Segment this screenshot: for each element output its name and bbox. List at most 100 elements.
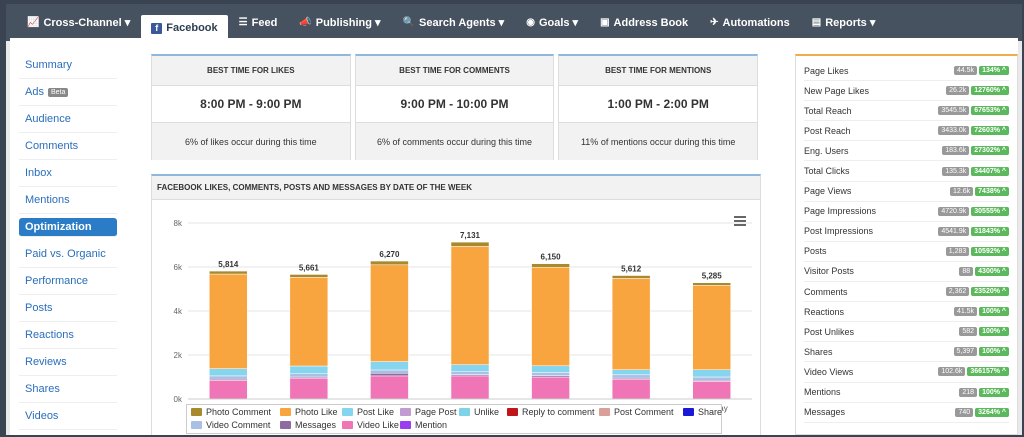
legend-item[interactable]: Photo Like xyxy=(280,407,338,417)
sidebar-item-videos[interactable]: Videos xyxy=(19,403,117,430)
nav-item-6[interactable]: ▣ Address Book xyxy=(589,4,699,41)
sidebar-item-paid-vs-organic[interactable]: Paid vs. Organic xyxy=(19,241,117,268)
bar-segment-photo-comment xyxy=(611,275,651,279)
bar-segment-photo-like xyxy=(209,273,248,369)
sidebar-item-summary[interactable]: Summary xyxy=(19,52,117,79)
bar-segment-video-comment xyxy=(209,375,248,380)
y-tick-label: 6k xyxy=(174,263,183,272)
sidebar-item-optimization[interactable]: Optimization xyxy=(19,218,117,237)
nav-label: Automations xyxy=(722,16,790,29)
metric-label: Visitor Posts xyxy=(804,266,854,277)
metric-row: Post Impressions 4541.9k 31843% ^ xyxy=(804,222,1009,242)
metric-value: 3433.0k xyxy=(938,126,970,136)
legend-item[interactable]: Post Comment xyxy=(599,407,674,417)
nav-label: Address Book xyxy=(613,16,689,29)
sidebar-item-mentions[interactable]: Mentions xyxy=(19,187,117,214)
metric-values: 1,283 10592% ^ xyxy=(945,246,1009,256)
metric-value: 183.6k xyxy=(942,146,970,156)
bar-segment-video-comment xyxy=(611,374,651,379)
bar-segment-photo-like xyxy=(531,266,570,367)
metric-percent: 100% ^ xyxy=(979,327,1009,337)
card-title: BEST TIME FOR LIKES xyxy=(152,56,350,86)
legend-item[interactable]: Messages xyxy=(280,420,336,430)
metric-percent: 7438% ^ xyxy=(975,186,1009,196)
sidebar-item-ads[interactable]: Ads Beta xyxy=(19,79,117,106)
bar-segment-photo-comment xyxy=(531,263,570,268)
metric-label: Shares xyxy=(804,346,833,357)
metric-percent: 34407% ^ xyxy=(971,166,1009,176)
nav-label: Publishing ▾ xyxy=(315,17,381,29)
sidebar-item-shares[interactable]: Shares xyxy=(19,376,117,403)
metric-value: 4720.9k xyxy=(938,206,970,216)
metric-values: 135.3k 34407% ^ xyxy=(942,166,1009,176)
metric-value: 4541.9k xyxy=(938,226,970,236)
legend-item[interactable]: Photo Comment xyxy=(191,407,271,417)
legend-item[interactable]: Post Like xyxy=(342,407,394,417)
y-tick-label: 0k xyxy=(174,395,183,404)
metric-values: 5,397 100% ^ xyxy=(953,347,1009,357)
card-time: 1:00 PM - 2:00 PM xyxy=(559,86,758,123)
menu-icon xyxy=(734,224,746,226)
metric-values: 740 3264% ^ xyxy=(955,407,1009,417)
address-book-icon: ▣ xyxy=(600,17,610,28)
metric-row: Messages 740 3264% ^ xyxy=(804,403,1009,423)
legend-swatch xyxy=(342,421,353,429)
metric-label: New Page Likes xyxy=(804,85,870,96)
legend-swatch xyxy=(400,408,411,416)
metric-row: Reactions 41.5k 100% ^ xyxy=(804,302,1009,323)
legend-label: Share xyxy=(698,407,723,417)
metric-row: New Page Likes 26.2k 12760% ^ xyxy=(804,81,1009,102)
legend-item[interactable]: Share xyxy=(683,407,722,417)
nav-item-3[interactable]: 📣 Publishing ▾ xyxy=(288,4,391,41)
sidebar-item-performance[interactable]: Performance xyxy=(19,268,117,295)
sidebar-item-comments[interactable]: Comments xyxy=(19,133,117,160)
legend-item[interactable]: Video Like xyxy=(342,420,399,430)
bar-segment-photo-comment xyxy=(209,270,248,275)
bar-segment-post-like xyxy=(450,364,490,372)
data-label: 6,270 xyxy=(379,250,400,259)
sidebar-item-inbox[interactable]: Inbox xyxy=(19,160,117,187)
sidebar-item-reactions[interactable]: Reactions xyxy=(19,322,117,349)
legend-swatch xyxy=(342,408,353,416)
bar-segment-video-comment xyxy=(531,372,570,376)
bar-segment-post-like xyxy=(611,369,651,376)
legend-label: Photo Comment xyxy=(206,407,272,417)
bar-segment-photo-comment xyxy=(450,241,490,247)
metric-percent: 12760% ^ xyxy=(971,86,1009,96)
legend-item[interactable]: Reply to comment xyxy=(507,407,595,417)
card-footer: 11% of mentions occur during this time xyxy=(559,123,758,160)
sidebar-item-reviews[interactable]: Reviews xyxy=(19,349,117,376)
metric-values: 41.5k 100% ^ xyxy=(953,307,1009,317)
sidebar-item-posts[interactable]: Posts xyxy=(19,295,117,322)
nav-item-1[interactable]: f Facebook xyxy=(141,15,228,41)
metric-value: 135.3k xyxy=(942,166,970,176)
chart-title: FACEBOOK LIKES, COMMENTS, POSTS AND MESS… xyxy=(152,176,760,200)
nav-item-2[interactable]: ☰ Feed xyxy=(228,4,289,41)
main-content: Summary Ads Beta Audience Comments Inbox Menti… xyxy=(10,38,1018,435)
metric-values: 3433.0k 72603% ^ xyxy=(938,126,1009,136)
metric-label: Messages xyxy=(804,407,846,418)
nav-item-4[interactable]: 🔍 Search Agents ▾ xyxy=(392,4,516,41)
legend-label: Video Comment xyxy=(206,420,271,430)
bullhorn-icon: 📣 xyxy=(299,17,312,28)
nav-label: Goals ▾ xyxy=(538,17,579,29)
nav-label: Cross-Channel ▾ xyxy=(43,17,131,29)
nav-item-8[interactable]: ▤ Reports ▾ xyxy=(801,4,887,41)
metric-row: Visitor Posts 88 4300% ^ xyxy=(804,262,1009,283)
nav-item-7[interactable]: ✈ Automations xyxy=(699,4,801,41)
data-label: 7,131 xyxy=(460,231,481,240)
sidebar-item-label: Reviews xyxy=(25,356,67,368)
metric-label: Comments xyxy=(804,286,848,297)
y-tick-label: 2k xyxy=(174,351,183,360)
legend-item[interactable]: Page Post xyxy=(400,407,457,417)
metric-percent: 100% ^ xyxy=(979,307,1009,317)
legend-item[interactable]: Mention xyxy=(400,420,447,430)
legend-item[interactable]: Unlike xyxy=(459,407,499,417)
nav-item-0[interactable]: 📈 Cross-Channel ▾ xyxy=(16,4,141,41)
legend-item[interactable]: Video Comment xyxy=(191,420,270,430)
metric-value: 41.5k xyxy=(953,307,978,317)
sidebar-item-audience[interactable]: Audience xyxy=(19,106,117,133)
nav-item-5[interactable]: ◉ Goals ▾ xyxy=(515,4,589,41)
metric-label: Post Reach xyxy=(804,125,851,136)
best-time-card: BEST TIME FOR LIKES 8:00 PM - 9:00 PM 6% o… xyxy=(151,54,351,160)
